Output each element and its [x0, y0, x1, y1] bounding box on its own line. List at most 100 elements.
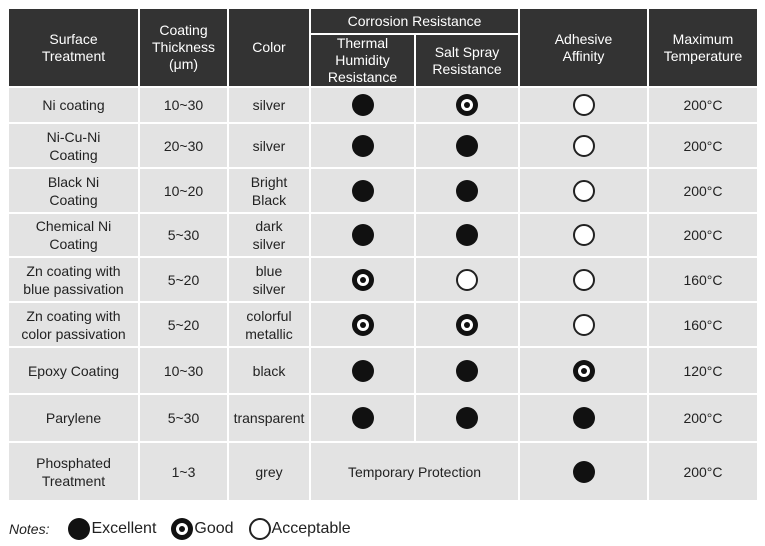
table-cell — [309, 346, 416, 395]
rating-symbol — [572, 179, 595, 202]
table-cell — [414, 122, 520, 169]
table-cell: 10~20 — [138, 167, 229, 214]
rating-symbol — [456, 224, 478, 246]
table-row: Epoxy Coating 10~30 black 120°C — [7, 346, 759, 395]
table-cell: Temporary Protection — [309, 441, 520, 502]
table-cell: 160°C — [647, 256, 759, 303]
table-cell: 20~30 — [138, 122, 229, 169]
table-cell — [309, 167, 416, 214]
header-cell: Adhesive Affinity — [518, 7, 649, 88]
rating-symbol — [572, 134, 595, 157]
table-cell: Phosphated Treatment — [7, 441, 140, 502]
table-cell — [518, 393, 649, 443]
table-cell — [518, 86, 649, 124]
header-cell: Color — [227, 7, 311, 88]
table-cell — [309, 122, 416, 169]
table-cell: Ni coating — [7, 86, 140, 124]
rating-symbol — [456, 134, 478, 157]
header-cell: Maximum Temperature — [647, 7, 759, 88]
table-cell — [518, 346, 649, 395]
rating-symbol — [456, 313, 478, 336]
table-cell — [309, 212, 416, 258]
table-cell — [414, 346, 520, 395]
table-cell — [309, 393, 416, 443]
rating-symbol — [572, 224, 595, 246]
table-cell — [518, 167, 649, 214]
rating-symbol — [351, 407, 374, 429]
table-cell: Zn coating with color passivation — [7, 301, 140, 348]
rating-symbol — [351, 313, 374, 336]
table-cell — [414, 393, 520, 443]
table-cell: 5~30 — [138, 393, 229, 443]
table-cell: 200°C — [647, 393, 759, 443]
group-header: Corrosion Resistance — [309, 7, 520, 35]
rating-symbol — [351, 94, 374, 116]
table-cell: black — [227, 346, 311, 395]
table-cell — [414, 86, 520, 124]
table-cell: 5~30 — [138, 212, 229, 258]
table-row: Zn coating with blue passivation 5~20 blue… — [7, 256, 759, 303]
table-cell: Zn coating with blue passivation — [7, 256, 140, 303]
table-cell: Parylene — [7, 393, 140, 443]
table-cell: 200°C — [647, 167, 759, 214]
table-cell: Chemical Ni Coating — [7, 212, 140, 258]
table-cell: 10~30 — [138, 86, 229, 124]
table-row: Black Ni Coating 10~20 Bright Black 200°C — [7, 167, 759, 214]
table-cell: 1~3 — [138, 441, 229, 502]
header-cell: Coating Thickness (μm) — [138, 7, 229, 88]
rating-symbol — [572, 460, 595, 483]
rating-symbol — [456, 179, 478, 202]
rating-symbol — [572, 268, 595, 291]
table-cell: Epoxy Coating — [7, 346, 140, 395]
table-cell: colorful metallic — [227, 301, 311, 348]
table-cell: 120°C — [647, 346, 759, 395]
rating-symbol — [572, 359, 595, 382]
table-row: Chemical Ni Coating 5~30 dark silver 200°C — [7, 212, 759, 258]
coating-table: Surface Treatment Coating Thickness (μm)… — [7, 7, 759, 502]
table-cell: grey — [227, 441, 311, 502]
table-cell — [414, 256, 520, 303]
table-cell: 200°C — [647, 86, 759, 124]
table-cell — [518, 256, 649, 303]
table-row: Phosphated Treatment 1~3 grey Temporary Pro… — [7, 441, 759, 502]
rating-symbol — [572, 313, 595, 336]
header-cell: Salt Spray Resistance — [414, 33, 520, 88]
table-cell: transparent — [227, 393, 311, 443]
table-wrap: Surface Treatment Coating Thickness (μm)… — [7, 7, 759, 502]
table-cell: 200°C — [647, 441, 759, 502]
legend-label: Excellent — [91, 520, 157, 537]
table-cell: silver — [227, 122, 311, 169]
table-cell: Ni-Cu-Ni Coating — [7, 122, 140, 169]
legend-label: Acceptable — [271, 520, 351, 537]
table-cell: 200°C — [647, 122, 759, 169]
header-cell: Surface Treatment — [7, 7, 140, 88]
table-cell — [414, 212, 520, 258]
rating-symbol — [456, 407, 478, 429]
rating-symbol — [68, 518, 91, 540]
table-cell — [309, 301, 416, 348]
table-cell — [518, 441, 649, 502]
rating-symbol — [456, 359, 478, 382]
table-cell: Bright Black — [227, 167, 311, 214]
table-body: Ni coating 10~30 silver 200°C Ni-Cu-Ni Coati… — [7, 86, 759, 502]
table-cell: silver — [227, 86, 311, 124]
rating-symbol — [351, 359, 374, 382]
table-row: Ni-Cu-Ni Coating 20~30 silver 200°C — [7, 122, 759, 169]
legend-item: Good — [170, 517, 234, 541]
rating-symbol — [572, 407, 595, 429]
table-cell — [518, 122, 649, 169]
legend-item: Acceptable — [248, 517, 351, 541]
table-cell — [309, 86, 416, 124]
table-row: Parylene 5~30 transparent 200°C — [7, 393, 759, 443]
table-cell: dark silver — [227, 212, 311, 258]
legend-label: Good — [194, 520, 234, 537]
table-cell: 10~30 — [138, 346, 229, 395]
rating-symbol — [456, 94, 478, 116]
rating-symbol — [572, 94, 595, 116]
table-row: Ni coating 10~30 silver 200°C — [7, 86, 759, 124]
table-cell: 5~20 — [138, 301, 229, 348]
rating-symbol — [248, 518, 271, 540]
legend-item: Excellent — [67, 517, 156, 541]
table-cell: 160°C — [647, 301, 759, 348]
